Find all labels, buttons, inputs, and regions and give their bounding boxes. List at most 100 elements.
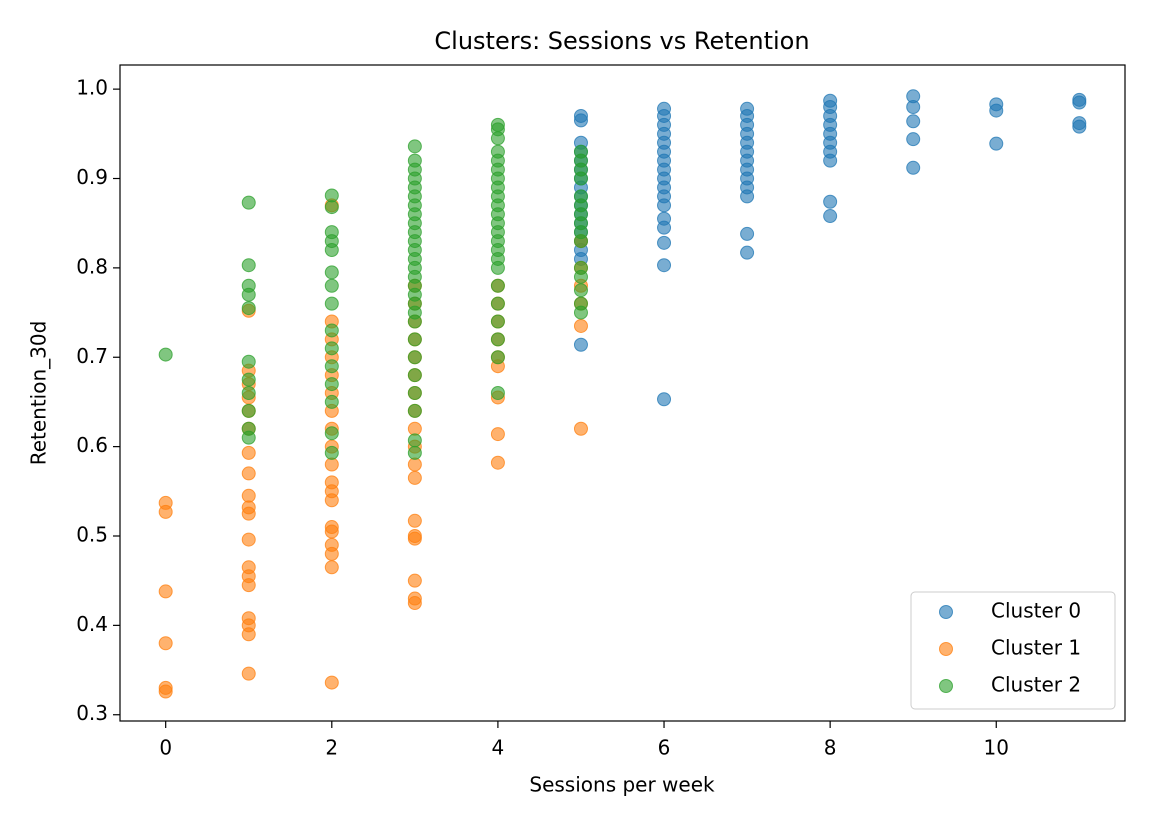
point (490, 350, 505, 365)
point (241, 627, 256, 642)
point (407, 421, 422, 436)
point (490, 296, 505, 311)
x-tick-label: 8 (824, 736, 837, 760)
legend-label: Cluster 2 (991, 673, 1081, 697)
y-tick-label: 0.4 (76, 612, 108, 636)
chart-title: Clusters: Sessions vs Retention (434, 27, 809, 55)
point (407, 573, 422, 588)
point (158, 347, 173, 362)
point (823, 209, 838, 224)
point (407, 433, 422, 448)
point (573, 113, 588, 128)
point (241, 532, 256, 547)
point (241, 258, 256, 273)
x-tick-label: 6 (658, 736, 671, 760)
y-tick-label: 0.6 (76, 433, 108, 457)
point (823, 153, 838, 168)
point (324, 457, 339, 472)
point (657, 392, 672, 407)
point (241, 445, 256, 460)
point (407, 386, 422, 400)
point (490, 386, 505, 400)
point (573, 269, 588, 284)
legend-label: Cluster 1 (991, 636, 1081, 660)
x-axis-label: Sessions per week (529, 773, 715, 797)
point (241, 466, 256, 481)
point (989, 136, 1004, 151)
point (906, 114, 921, 129)
point (989, 103, 1004, 118)
point (490, 131, 505, 146)
legend-marker (939, 679, 953, 693)
point (241, 301, 256, 316)
point (324, 675, 339, 690)
point (241, 354, 256, 369)
x-tick-label: 10 (984, 736, 1009, 760)
point (324, 524, 339, 539)
point (324, 445, 339, 460)
y-tick-label: 0.3 (76, 701, 108, 725)
point (407, 403, 422, 418)
point (490, 260, 505, 275)
point (1072, 119, 1087, 134)
point (407, 445, 422, 460)
point (657, 198, 672, 213)
point (407, 470, 422, 485)
point (573, 337, 588, 352)
x-tick-label: 2 (325, 736, 338, 760)
point (740, 189, 755, 204)
point (407, 596, 422, 611)
point (324, 188, 339, 203)
point (906, 100, 921, 115)
x-tick-label: 0 (159, 736, 172, 760)
point (241, 430, 256, 445)
point (324, 426, 339, 441)
point (324, 546, 339, 561)
point (324, 278, 339, 293)
point (324, 200, 339, 215)
point (324, 296, 339, 311)
point (241, 506, 256, 521)
point (1072, 95, 1087, 110)
point (407, 350, 422, 365)
y-axis-label: Retention_30d (27, 321, 51, 466)
point (573, 421, 588, 436)
point (490, 427, 505, 442)
plot-frame (119, 64, 1126, 722)
legend-box (910, 591, 1116, 710)
point (490, 314, 505, 329)
point (657, 258, 672, 273)
point (241, 195, 256, 210)
point (324, 560, 339, 575)
y-tick-label: 0.9 (76, 165, 108, 189)
point (241, 403, 256, 418)
point (407, 513, 422, 528)
point (241, 287, 256, 302)
point (407, 314, 422, 329)
y-tick-label: 1.0 (76, 76, 108, 100)
point (324, 394, 339, 409)
point (324, 359, 339, 374)
point (407, 332, 422, 347)
point (158, 636, 173, 651)
point (407, 139, 422, 154)
y-tick-label: 0.8 (76, 254, 108, 278)
point (241, 578, 256, 593)
point (573, 318, 588, 333)
point (906, 132, 921, 147)
y-tick-label: 0.7 (76, 344, 108, 368)
point (823, 194, 838, 209)
point (158, 584, 173, 599)
point (657, 220, 672, 235)
point (573, 283, 588, 298)
point (158, 504, 173, 519)
point (241, 372, 256, 387)
point (324, 323, 339, 338)
point (324, 493, 339, 508)
point (490, 278, 505, 293)
legend-label: Cluster 0 (991, 599, 1081, 623)
point (324, 341, 339, 356)
point (407, 368, 422, 383)
legend-marker (939, 642, 953, 656)
